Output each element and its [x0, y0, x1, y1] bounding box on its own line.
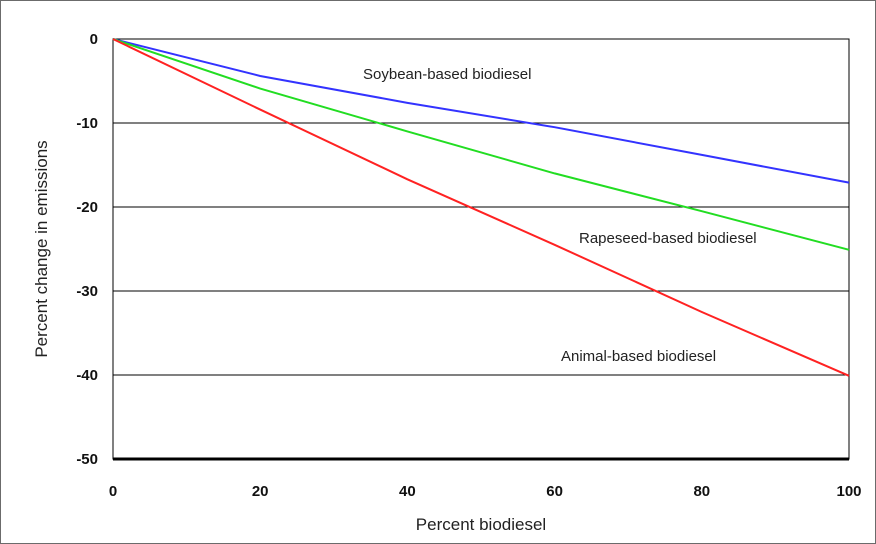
x-tick-labels: 0 20 40 60 80 100: [109, 483, 862, 500]
x-tick-label: 60: [546, 483, 563, 500]
y-axis-title: Percent change in emissions: [32, 140, 51, 357]
x-axis-title: Percent biodiesel: [416, 515, 546, 534]
x-tick-label: 20: [252, 483, 269, 500]
gridlines: [113, 122, 849, 461]
x-tick-label: 0: [109, 483, 117, 500]
series-label-soybean: Soybean-based biodiesel: [363, 66, 531, 83]
series-label-rapeseed: Rapeseed-based biodiesel: [579, 230, 757, 247]
series-line-0: [112, 38, 850, 184]
x-tick-label: 80: [693, 483, 710, 500]
x-tick-label: 40: [399, 483, 416, 500]
y-tick-label: -30: [76, 283, 98, 300]
series-line-2: [112, 38, 850, 377]
y-tick-label: -50: [76, 451, 98, 468]
y-tick-label: -40: [76, 367, 98, 384]
y-tick-label: -20: [76, 199, 98, 216]
y-tick-label: 0: [90, 31, 98, 48]
y-tick-label: -10: [76, 115, 98, 132]
series-label-animal: Animal-based biodiesel: [561, 348, 716, 365]
y-tick-labels: 0 -10 -20 -30 -40 -50: [76, 31, 98, 468]
series-line-1: [112, 38, 850, 251]
plot-area: [112, 38, 850, 460]
x-tick-label: 100: [836, 483, 861, 500]
series-lines: [112, 38, 850, 377]
